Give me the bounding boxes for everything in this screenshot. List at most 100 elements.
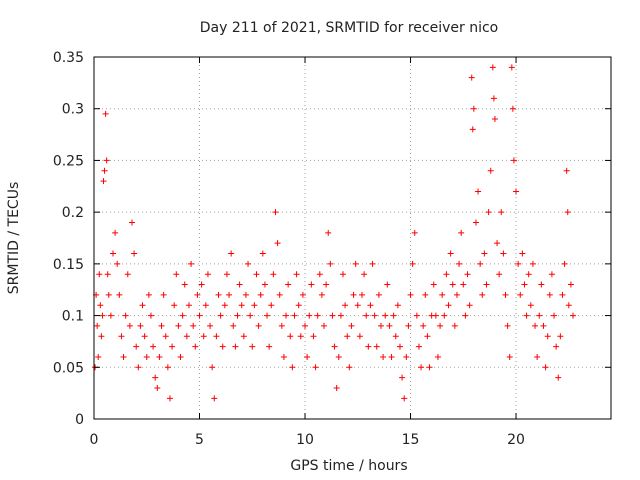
data-point	[570, 312, 577, 319]
data-point	[553, 343, 560, 350]
data-point	[542, 364, 549, 371]
data-point	[502, 291, 509, 298]
data-point	[308, 281, 315, 288]
data-point	[276, 291, 283, 298]
data-point	[304, 353, 311, 360]
data-point	[177, 353, 184, 360]
data-point	[392, 333, 399, 340]
data-point	[99, 312, 106, 319]
data-point	[314, 312, 321, 319]
x-tick-labels: 0 5 10 15 20	[90, 432, 525, 448]
data-point	[226, 291, 233, 298]
data-point	[223, 271, 230, 278]
data-point	[483, 281, 490, 288]
data-point	[302, 322, 309, 329]
data-point	[297, 333, 304, 340]
data-point	[515, 260, 522, 267]
data-point	[555, 374, 562, 381]
data-point	[264, 312, 271, 319]
data-point	[331, 343, 338, 350]
data-point	[380, 353, 387, 360]
data-point	[361, 271, 368, 278]
data-point	[270, 271, 277, 278]
data-point	[390, 312, 397, 319]
data-point	[207, 322, 214, 329]
data-point	[299, 291, 306, 298]
y-tick-label: 0.1	[62, 309, 84, 325]
data-point	[114, 260, 121, 267]
data-point	[564, 209, 571, 216]
data-point	[251, 302, 258, 309]
data-point	[441, 312, 448, 319]
data-point	[342, 302, 349, 309]
data-point	[143, 353, 150, 360]
data-point	[323, 281, 330, 288]
data-point	[173, 271, 180, 278]
data-points	[92, 64, 577, 402]
x-tick-label: 20	[507, 432, 525, 448]
grid-lines	[94, 57, 611, 419]
data-point	[333, 384, 340, 391]
data-point	[179, 312, 186, 319]
data-point	[198, 281, 205, 288]
data-point	[171, 302, 178, 309]
data-point	[217, 312, 224, 319]
data-point	[122, 312, 129, 319]
data-point	[312, 364, 319, 371]
data-point	[481, 250, 488, 257]
data-point	[540, 322, 547, 329]
data-point	[384, 281, 391, 288]
data-point	[166, 395, 173, 402]
data-point	[306, 312, 313, 319]
data-point	[346, 364, 353, 371]
data-point	[139, 302, 146, 309]
data-point	[236, 281, 243, 288]
data-point	[407, 291, 414, 298]
data-point	[475, 188, 482, 195]
data-point	[485, 209, 492, 216]
data-point	[536, 312, 543, 319]
data-point	[335, 353, 342, 360]
data-point	[247, 312, 254, 319]
data-point	[458, 229, 465, 236]
data-point	[449, 281, 456, 288]
data-point	[109, 250, 116, 257]
data-point	[567, 281, 574, 288]
data-point	[487, 167, 494, 174]
data-point	[469, 126, 476, 133]
data-point	[293, 271, 300, 278]
data-point	[257, 291, 264, 298]
data-point	[415, 343, 422, 350]
data-point	[437, 322, 444, 329]
data-point	[202, 302, 209, 309]
data-point	[100, 178, 107, 185]
data-point	[175, 322, 182, 329]
data-point	[472, 219, 479, 226]
data-point	[356, 333, 363, 340]
axis-ticks	[93, 56, 611, 420]
data-point	[266, 343, 273, 350]
data-point	[517, 291, 524, 298]
data-point	[104, 271, 111, 278]
data-point	[105, 291, 112, 298]
data-point	[377, 322, 384, 329]
data-point	[152, 374, 159, 381]
data-point	[190, 322, 197, 329]
data-point	[253, 271, 260, 278]
data-point	[373, 343, 380, 350]
data-point	[112, 229, 119, 236]
data-point	[295, 302, 302, 309]
data-point	[213, 333, 220, 340]
data-point	[116, 291, 123, 298]
data-point	[491, 116, 498, 123]
data-point	[318, 291, 325, 298]
data-point	[462, 312, 469, 319]
data-point	[434, 353, 441, 360]
x-tick-label: 0	[90, 432, 99, 448]
data-point	[559, 291, 566, 298]
data-point	[133, 343, 140, 350]
y-tick-label: 0.15	[53, 257, 84, 273]
data-point	[420, 322, 427, 329]
data-point	[249, 343, 256, 350]
data-point	[443, 271, 450, 278]
